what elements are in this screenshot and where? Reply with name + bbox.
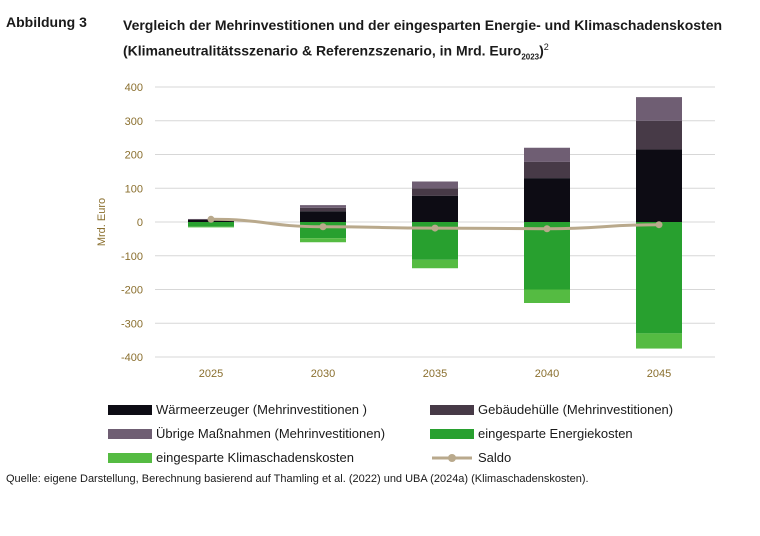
legend-label-energie: eingesparte Energiekosten bbox=[478, 426, 633, 441]
legend-item-saldo: Saldo bbox=[430, 450, 511, 465]
x-tick-label: 2030 bbox=[311, 368, 335, 380]
saldo-point-2030 bbox=[319, 223, 327, 231]
bar-waerme-2040 bbox=[524, 178, 570, 222]
bar-gebaeude-2030 bbox=[300, 207, 346, 212]
bar-energie-2045 bbox=[636, 222, 682, 334]
legend-swatch-energie bbox=[430, 428, 474, 439]
legend-label-gebaeude: Gebäudehülle (Mehrinvestitionen) bbox=[478, 402, 674, 417]
legend-swatch-saldo bbox=[432, 453, 472, 462]
bar-klima-2035 bbox=[412, 259, 458, 269]
chart-plot: 400 300 200 100 0 -100 -200 -300 -400 Mrd. Euro 20… bbox=[96, 82, 715, 380]
bar-gebaeude-2035 bbox=[412, 188, 458, 196]
saldo-point-2025 bbox=[207, 215, 215, 223]
y-tick-label: -300 bbox=[121, 318, 143, 330]
saldo-point-2045 bbox=[655, 221, 663, 229]
legend-swatch-gebaeude bbox=[430, 404, 474, 415]
legend-label-klima: eingesparte Klimaschadenskosten bbox=[156, 450, 355, 465]
y-axis-label: Mrd. Euro bbox=[96, 198, 108, 246]
legend-label-saldo: Saldo bbox=[478, 450, 512, 465]
legend-item-energie: eingesparte Energiekosten bbox=[430, 426, 633, 441]
bar-uebrige-2040 bbox=[524, 147, 570, 162]
bar-gebaeude-2040 bbox=[524, 161, 570, 179]
bar-waerme-2045 bbox=[636, 149, 682, 222]
legend-label-waerme: Wärmeerzeuger (Mehrinvestitionen ) bbox=[156, 402, 367, 417]
y-tick-label: 0 bbox=[137, 217, 143, 229]
legend-label-uebrige: Übrige Maßnahmen (Mehrinvestitionen) bbox=[156, 426, 386, 441]
legend-item-waerme: Wärmeerzeuger (Mehrinvestitionen ) bbox=[108, 402, 367, 417]
bar-klima-2025 bbox=[188, 226, 234, 228]
bar-uebrige-2030 bbox=[300, 205, 346, 208]
bar-klima-2040 bbox=[524, 289, 570, 303]
source-note: Quelle: eigene Darstellung, Berechnung b… bbox=[6, 473, 589, 485]
y-tick-label: 200 bbox=[125, 150, 143, 162]
y-tick-label: 400 bbox=[125, 82, 143, 94]
figure-label: Abbildung 3 bbox=[6, 14, 87, 30]
saldo-point-2040 bbox=[543, 225, 551, 233]
legend-item-uebrige: Übrige Maßnahmen (Mehrinvestitionen) bbox=[108, 426, 385, 441]
bar-waerme-2030 bbox=[300, 211, 346, 222]
y-tick-label: -200 bbox=[121, 285, 143, 297]
x-tick-label: 2035 bbox=[423, 368, 447, 380]
chart-title: Vergleich der Mehrinvestitionen und der … bbox=[123, 14, 753, 68]
bar-energie-2025 bbox=[188, 222, 234, 227]
bar-klima-2030 bbox=[300, 238, 346, 243]
title-footnote: 2 bbox=[543, 42, 549, 52]
legend-swatch-waerme bbox=[108, 404, 152, 415]
legend-swatch-klima bbox=[108, 452, 152, 463]
title-line-2-text: (Klimaneutralitätsszenario & Referenzsze… bbox=[123, 42, 522, 59]
x-tick-label: 2040 bbox=[535, 368, 559, 380]
title-line-2: (Klimaneutralitätsszenario & Referenzsze… bbox=[123, 36, 753, 68]
title-close: ) bbox=[539, 42, 544, 59]
legend-item-gebaeude: Gebäudehülle (Mehrinvestitionen) bbox=[430, 402, 673, 417]
legend-item-klima: eingesparte Klimaschadenskosten bbox=[108, 450, 354, 465]
bar-gebaeude-2045 bbox=[636, 120, 682, 150]
x-tick-label: 2045 bbox=[647, 368, 671, 380]
title-subscript: 2023 bbox=[521, 52, 540, 62]
x-tick-label: 2025 bbox=[199, 368, 223, 380]
bar-klima-2045 bbox=[636, 333, 682, 349]
y-tick-label: 100 bbox=[125, 183, 143, 195]
y-tick-label: -100 bbox=[121, 251, 143, 263]
y-tick-label: 300 bbox=[125, 116, 143, 128]
title-line-1: Vergleich der Mehrinvestitionen und der … bbox=[123, 17, 723, 33]
bar-waerme-2035 bbox=[412, 195, 458, 222]
y-tick-label: -400 bbox=[121, 352, 143, 364]
bar-uebrige-2035 bbox=[412, 181, 458, 189]
saldo-point-2035 bbox=[431, 224, 439, 232]
bar-uebrige-2045 bbox=[636, 97, 682, 121]
legend-swatch-uebrige bbox=[108, 428, 152, 439]
bar-energie-2040 bbox=[524, 222, 570, 290]
